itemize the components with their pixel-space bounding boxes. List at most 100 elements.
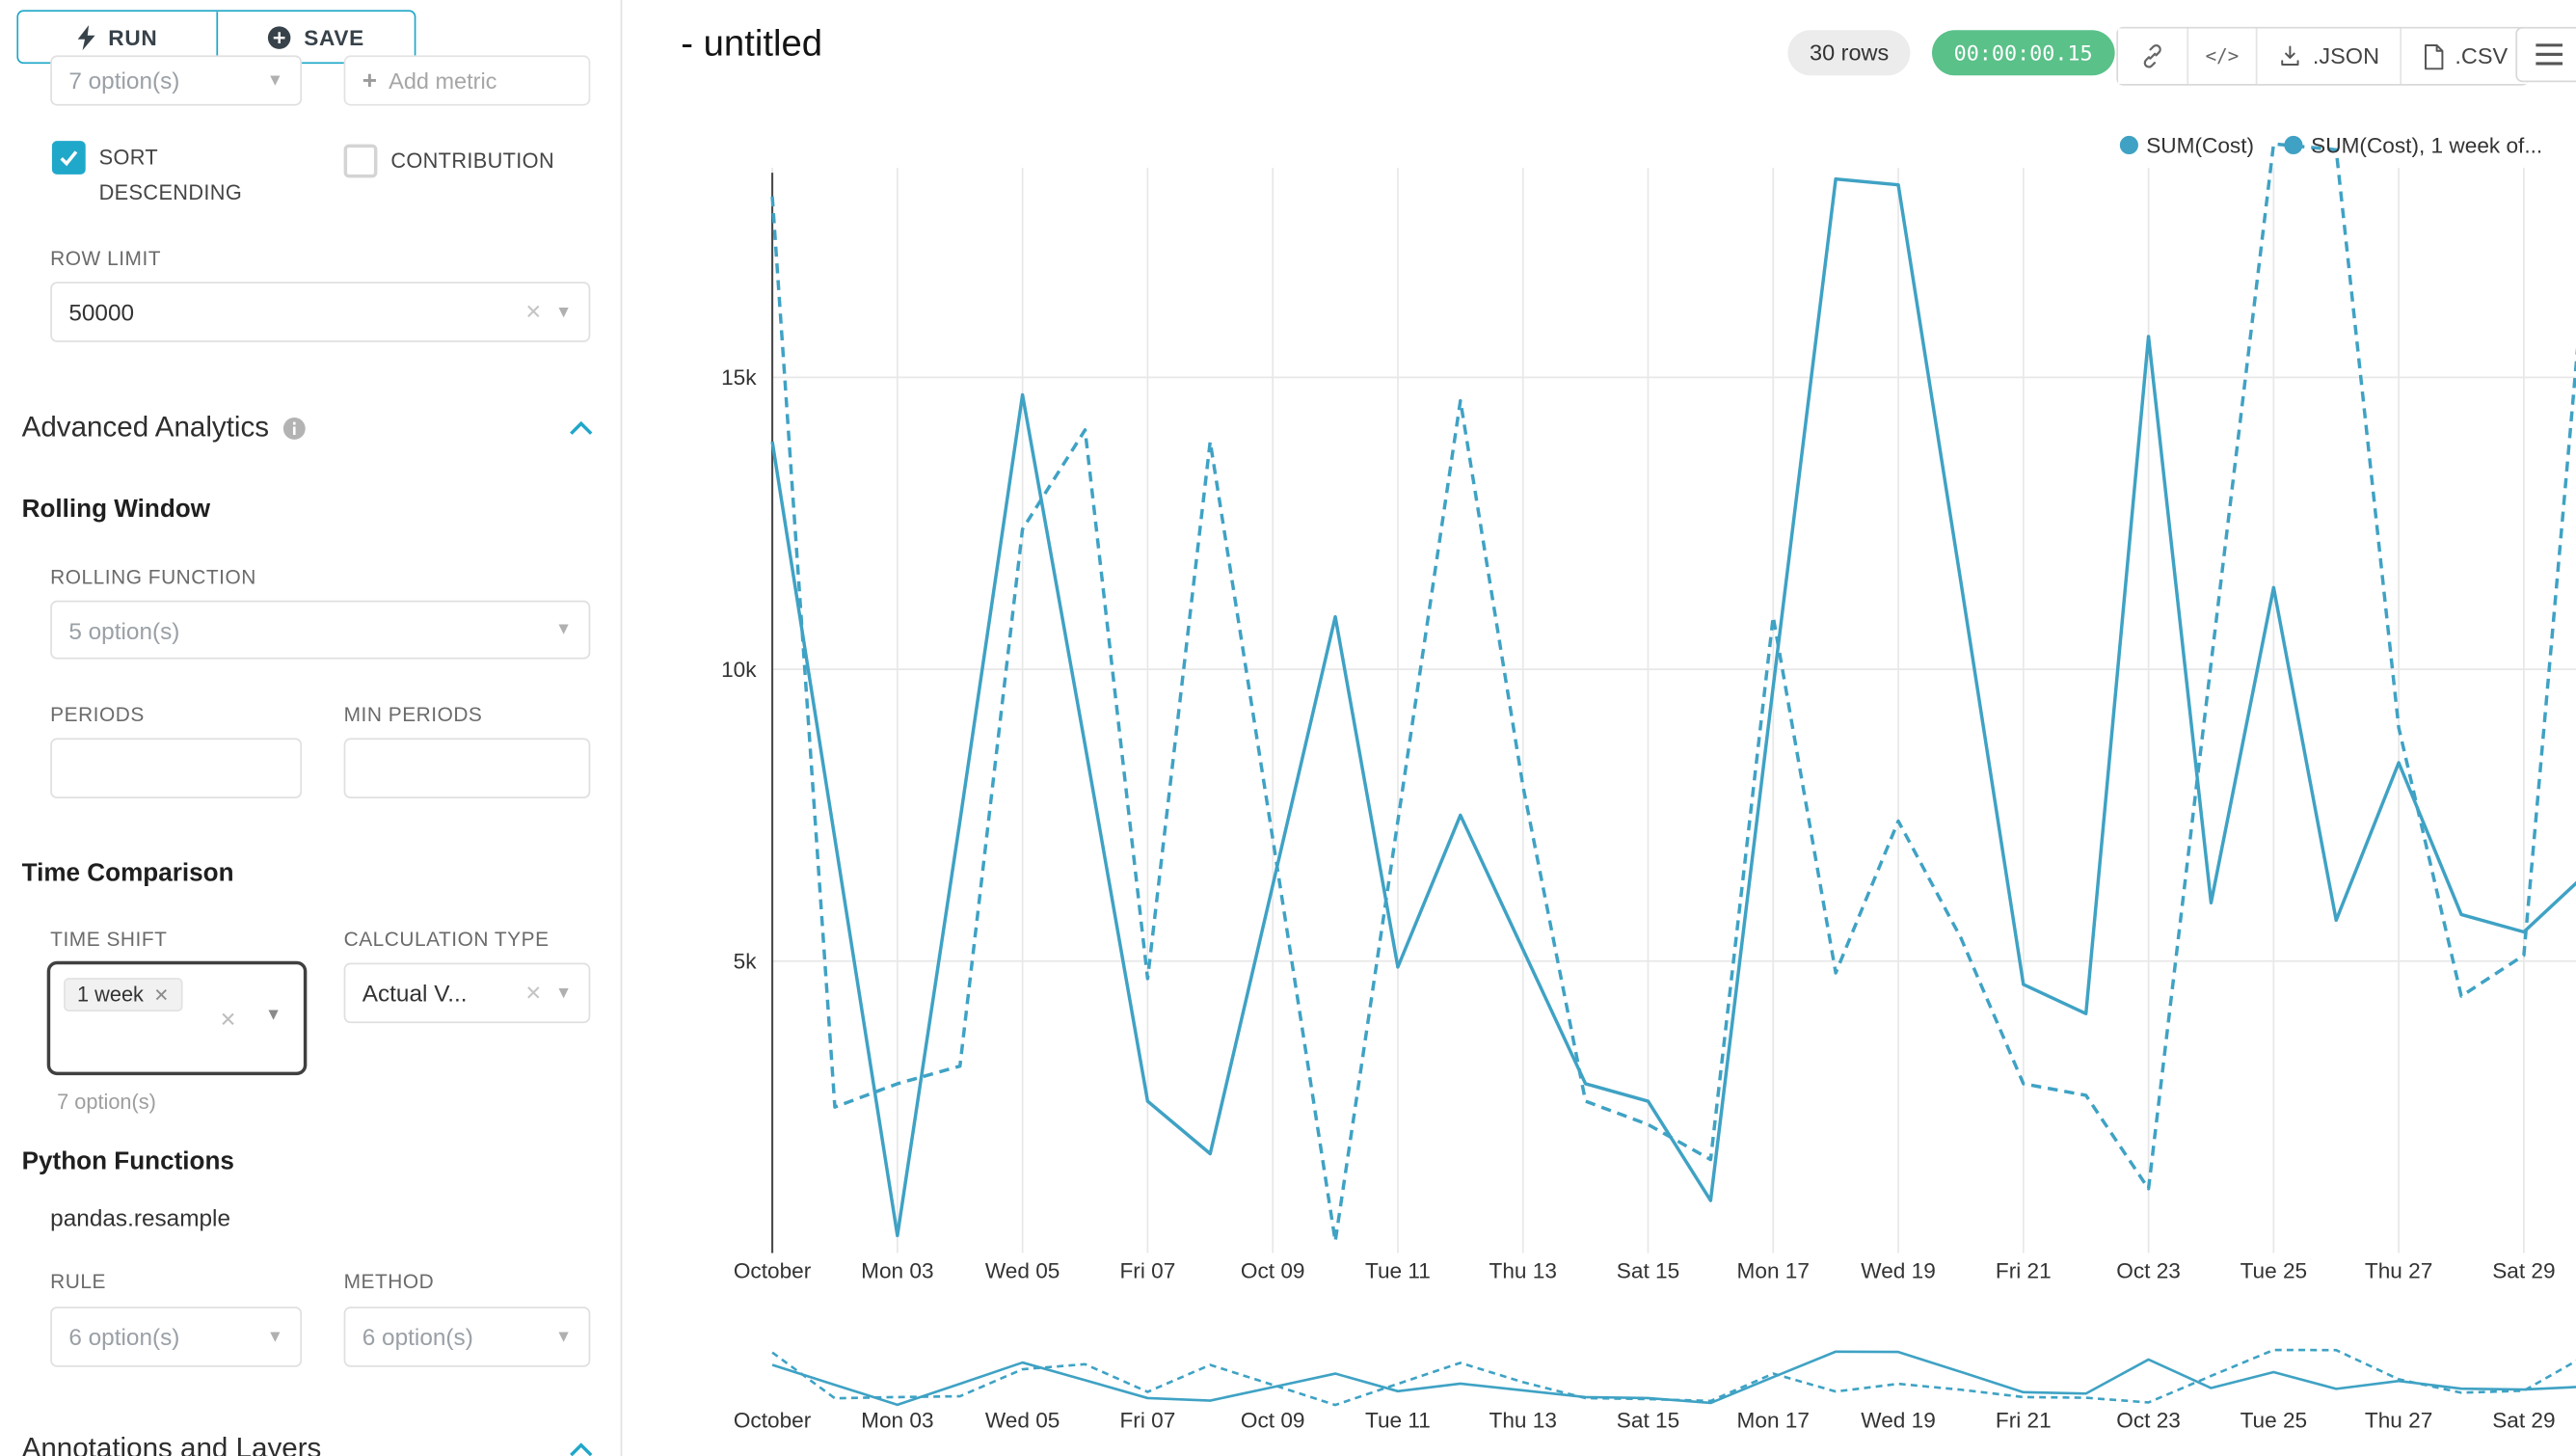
mini-x-tick-label: Sat 29 [2492,1408,2555,1432]
mini-x-tick-label: Tue 25 [2241,1408,2308,1432]
run-button[interactable]: RUN [18,12,216,63]
x-tick-label: Wed 05 [985,1259,1060,1283]
chevron-down-icon: ▼ [554,302,573,322]
rule-select[interactable]: 6 option(s) ▼ [50,1307,303,1367]
add-metric-label: Add metric [389,67,497,94]
export-json-button[interactable]: .JSON [2255,28,2400,84]
chevron-down-icon: ▼ [265,1006,282,1025]
time-shift-tag-label: 1 week [77,983,144,1007]
x-tick-label: Mon 03 [861,1259,933,1283]
checkbox-checked-icon [51,141,86,175]
method-select[interactable]: 6 option(s) ▼ [343,1307,591,1367]
rolling-function-select[interactable]: 5 option(s) ▼ [50,600,591,660]
method-value: 6 option(s) [362,1323,473,1351]
contribution-checkbox[interactable]: CONTRIBUTION [343,144,612,180]
save-button[interactable]: SAVE [215,12,415,63]
min-periods-label: MIN PERIODS [343,702,483,727]
copy-link-button[interactable] [2118,28,2187,84]
time-shift-label: TIME SHIFT [50,927,168,952]
sort-descending-checkbox[interactable]: SORT DESCENDING [51,141,320,211]
x-tick-label: Thu 13 [1489,1259,1557,1283]
mini-x-tick-label: Wed 05 [985,1408,1060,1432]
mini-x-tick-label: Sat 15 [1617,1408,1679,1432]
rows-count-badge: 30 rows [1787,30,1911,76]
calculation-type-label: CALCULATION TYPE [343,927,550,952]
x-tick-label: Mon 17 [1737,1259,1810,1283]
row-limit-value: 50000 [68,298,135,326]
y-tick-label: 10k [721,658,757,682]
lightning-icon [76,24,94,50]
time-shift-select[interactable]: 1 week ✕ ✕ ▼ [46,960,308,1076]
legend-label: SUM(Cost), 1 week of... [2311,132,2543,158]
mini-x-tick-label: Thu 13 [1489,1408,1557,1432]
contribution-label: CONTRIBUTION [390,148,555,174]
chevron-down-icon: ▼ [554,1327,573,1347]
mini-x-tick-label: Oct 09 [1241,1408,1305,1432]
clear-icon[interactable]: ✕ [219,1008,237,1032]
legend-item-sum-cost-1-week[interactable]: SUM(Cost), 1 week of... [2284,132,2543,158]
time-comparison-title: Time Comparison [21,858,234,888]
mini-x-tick-label: Fri 07 [1119,1408,1175,1432]
series-limit-select[interactable]: 7 option(s) ▼ [50,55,303,106]
series-line-dashed [770,142,2576,1244]
x-tick-label: Tue 11 [1365,1259,1431,1283]
chart-title[interactable]: - untitled [681,21,823,65]
info-icon [283,417,307,440]
export-csv-button[interactable]: .CSV [2399,28,2529,84]
rolling-function-label: ROLLING FUNCTION [50,565,256,589]
add-metric-button[interactable]: + Add metric [343,55,591,106]
chevron-down-icon: ▼ [554,984,573,1003]
x-tick-label: Oct 09 [1241,1259,1305,1283]
annotations-header[interactable]: Annotations and Layers [22,1433,594,1456]
mini-x-tick-label: Oct 23 [2116,1408,2181,1432]
chart-plot-area[interactable] [771,168,2576,1254]
chevron-down-icon: ▼ [266,70,283,91]
chevron-up-icon[interactable] [569,419,594,436]
rolling-function-value: 5 option(s) [68,616,180,644]
mini-x-tick-label: Mon 03 [861,1408,933,1432]
mini-x-tick-label: Wed 19 [1861,1408,1936,1432]
series-limit-value: 7 option(s) [68,67,180,94]
mini-x-tick-label: October [734,1408,812,1432]
plus-icon: + [362,66,377,95]
mini-x-tick-label: Tue 11 [1365,1408,1431,1432]
mini-chart-area[interactable] [771,1338,2576,1409]
x-tick-label: Oct 23 [2116,1259,2181,1283]
hamburger-icon [2536,43,2563,66]
mini-series-line-dashed [771,1348,2576,1407]
chevron-down-icon: ▼ [266,1327,283,1347]
time-shift-tag[interactable]: 1 week ✕ [64,978,183,1011]
python-functions-title: Python Functions [21,1146,234,1176]
chevron-up-icon[interactable] [569,1442,594,1456]
clear-icon[interactable]: ✕ [524,981,543,1006]
row-limit-select[interactable]: 50000 ✕ ▼ [50,282,591,342]
remove-tag-icon[interactable]: ✕ [153,985,170,1006]
mini-x-tick-label: Mon 17 [1737,1408,1810,1432]
calculation-type-select[interactable]: Actual V... ✕ ▼ [343,962,591,1024]
chart-menu-button[interactable] [2515,26,2576,83]
chart-legend: SUM(Cost) SUM(Cost), 1 week of... [2119,132,2543,158]
mini-x-tick-label: Fri 21 [1996,1408,2052,1432]
plus-circle-icon [268,25,291,49]
export-json-label: .JSON [2312,43,2380,69]
annotations-title: Annotations and Layers [21,1432,322,1456]
min-periods-input[interactable] [343,738,591,799]
clear-icon[interactable]: ✕ [524,300,543,324]
legend-label: SUM(Cost) [2146,132,2255,158]
run-button-label: RUN [108,24,158,50]
x-tick-label: Fri 21 [1996,1259,2052,1283]
x-tick-label: Wed 19 [1861,1259,1936,1283]
chevron-down-icon: ▼ [554,620,573,639]
periods-input[interactable] [50,738,303,799]
calculation-type-value: Actual V... [362,979,468,1007]
legend-item-sum-cost[interactable]: SUM(Cost) [2119,132,2255,158]
link-icon [2143,44,2161,68]
advanced-analytics-header[interactable]: Advanced Analytics [22,411,594,445]
download-icon [2281,45,2299,66]
embed-code-button[interactable]: </> [2187,28,2256,84]
save-button-label: SAVE [304,24,364,50]
legend-dot-icon [2284,135,2303,155]
